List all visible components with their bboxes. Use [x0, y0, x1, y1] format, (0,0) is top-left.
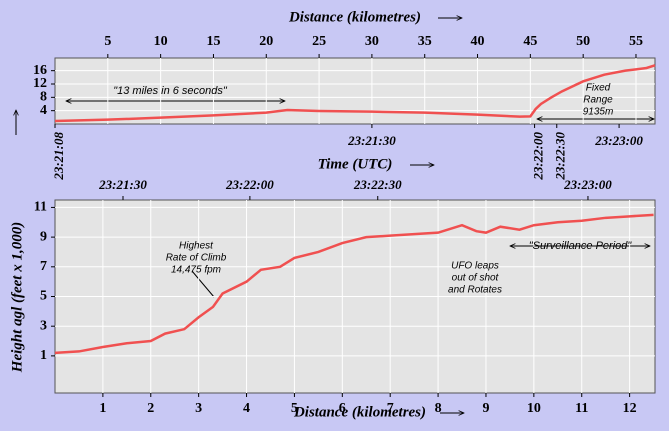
annotation: Rate of Climb [166, 253, 227, 264]
annotation: UFO leaps [451, 261, 499, 272]
time-tick-label: 23:21:30 [98, 177, 147, 192]
y-tick-label: 4 [40, 103, 47, 118]
x-tick-label: 20 [259, 34, 273, 49]
x-tick-label: 1 [99, 401, 106, 416]
time-tick-label: 23:22:00 [531, 132, 546, 181]
annotation: and Rotates [448, 285, 502, 296]
y-tick-label: 9 [40, 229, 47, 244]
time-axis-title: Time (UTC) [318, 156, 393, 172]
x-tick-label: 5 [291, 401, 298, 416]
y-tick-label: 16 [33, 63, 47, 78]
x-axis-title: Distance (kilometres) [293, 404, 426, 420]
time-tick-label: 23:22:00 [225, 177, 274, 192]
x-tick-label: 9 [482, 401, 489, 416]
y-tick-label: 1 [40, 348, 47, 363]
y-tick-label: 11 [34, 200, 47, 215]
x-tick-label: 55 [629, 34, 643, 49]
x-tick-label: 40 [471, 34, 485, 49]
data-line [54, 213, 654, 355]
x-tick-label: 10 [527, 401, 541, 416]
annotation: Highest [179, 241, 214, 252]
x-tick-label: 7 [387, 401, 394, 416]
annotation: "13 miles in 6 seconds" [113, 85, 228, 97]
annotation: 9135m [583, 107, 614, 118]
y-tick-label: 3 [40, 318, 47, 333]
y-tick-label: 7 [40, 259, 47, 274]
annotation: "Surveillance Period" [529, 240, 633, 252]
data-line [54, 64, 656, 123]
x-tick-label: 11 [575, 401, 588, 416]
annotation: Fixed [586, 83, 611, 94]
y-tick-label: 12 [33, 76, 47, 91]
x-tick-label: 15 [206, 34, 220, 49]
time-tick-label: 23:21:08 [51, 132, 66, 181]
time-tick-label: 23:23:00 [563, 177, 612, 192]
x-tick-label: 4 [243, 401, 250, 416]
y-tick-label: 8 [40, 90, 47, 105]
x-tick-label: 50 [576, 34, 590, 49]
y-axis-title: Height agl (feet x 1,000) [9, 222, 25, 373]
time-tick-label: 23:22:30 [553, 132, 568, 181]
x-tick-label: 2 [147, 401, 154, 416]
x-axis-title: Distance (kilometres) [288, 9, 421, 25]
x-tick-label: 3 [195, 401, 202, 416]
x-tick-label: 35 [418, 34, 432, 49]
x-tick-label: 45 [523, 34, 537, 49]
x-tick-label: 10 [154, 34, 168, 49]
x-tick-label: 12 [623, 401, 637, 416]
time-tick-label: 23:23:00 [594, 133, 643, 148]
x-tick-label: 5 [104, 34, 111, 49]
y-tick-label: 5 [40, 289, 47, 304]
x-tick-label: 25 [312, 34, 326, 49]
time-tick-label: 23:21:30 [347, 133, 396, 148]
annotation: Range [583, 95, 613, 106]
annotation: 14,475 fpm [171, 265, 221, 276]
annotation-leader [191, 270, 215, 298]
x-tick-label: 30 [365, 34, 379, 49]
annotation: out of shot [452, 273, 500, 284]
x-tick-label: 6 [339, 401, 346, 416]
time-tick-label: 23:22:30 [353, 177, 402, 192]
top-panel [54, 57, 656, 125]
x-tick-label: 8 [435, 401, 442, 416]
